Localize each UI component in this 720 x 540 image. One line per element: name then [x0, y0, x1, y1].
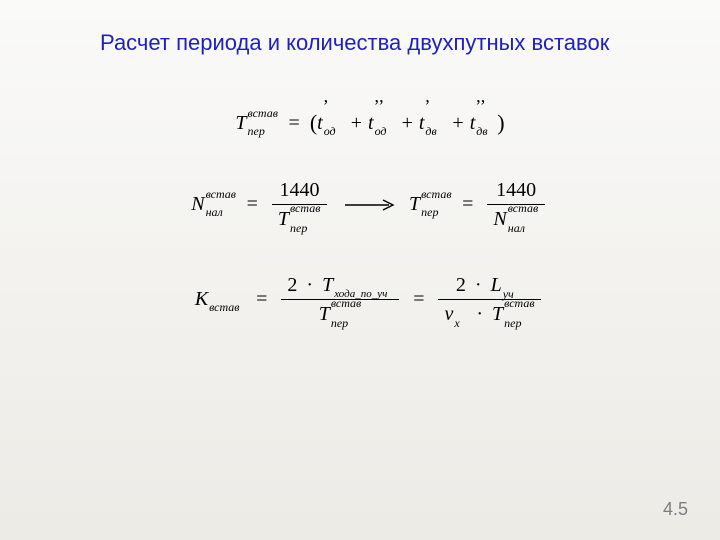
f1-t3-sub: дв [425, 124, 436, 139]
f3-den2-T: T встав пер [492, 302, 503, 326]
f3-den2-v-var: v [444, 303, 453, 325]
f2-frac1-den-var: T [278, 208, 289, 230]
f1-t3: t ’ дв [419, 112, 425, 135]
f3-eq-1: = [256, 288, 267, 311]
f1-plus-2: + [402, 112, 413, 135]
f2-frac1-den-sub: пер [290, 221, 307, 235]
f3-lhs-sub: встав [209, 300, 239, 315]
f1-t1-sub: од [324, 124, 336, 139]
f2-lhs-sub: нал [206, 205, 223, 220]
f2-frac2-den-sub: нал [508, 221, 525, 235]
f3-num2-var: L уч [491, 273, 502, 297]
f3-frac2-num: 2 · L уч [450, 273, 530, 297]
f3-den2-v-sub: x [454, 316, 459, 330]
f2-frac2-den-sup: встав [508, 201, 538, 215]
f2-frac2-num: 1440 [490, 178, 542, 202]
f3-frac1-den-sup: встав [331, 296, 361, 310]
f1-t1: t ’ од [317, 112, 323, 135]
f3-frac-2: 2 · L уч v x · T встав [438, 273, 541, 326]
f3-middot-1: · [306, 274, 313, 296]
formula-area: T встав пер = ( t ’ од + t ’’ од + t ’ д… [110, 110, 630, 368]
f3-num2-two: 2 [456, 274, 466, 296]
f3-num2-var-v: L [491, 274, 502, 296]
f2-frac1-den-sym: T встав пер [278, 207, 289, 231]
f1-t4-sub: дв [476, 124, 487, 139]
f1-plus-1: + [351, 112, 362, 135]
f3-den2-T-var: T [492, 303, 503, 325]
f2-rside-lhs: T встав пер [409, 193, 420, 216]
f2-rside-lhs-sub: пер [421, 205, 438, 220]
f1-lhs: T встав пер [235, 112, 246, 135]
f1-eq: = [289, 112, 300, 135]
f3-den2-v: v x [444, 302, 453, 326]
f1-t2-prime: ’’ [374, 96, 385, 117]
f3-frac1-den: T встав пер [313, 302, 368, 326]
arrow-icon [345, 198, 395, 212]
f2-rside-lhs-sup: встав [421, 187, 451, 202]
f1-t1-prime: ’ [323, 96, 329, 117]
f3-frac1-den-sym: T встав пер [319, 302, 330, 326]
f3-den2-T-sub: пер [504, 316, 521, 330]
f1-lhs-var: T [235, 112, 246, 134]
f3-eq-2: = [413, 288, 424, 311]
f2-frac1-den: T встав пер [272, 207, 327, 231]
f2-frac2-den-sym: N встав нал [493, 207, 506, 231]
f1-lhs-sup: встав [248, 106, 278, 121]
f1-t3-prime: ’ [424, 96, 430, 117]
f3-num1-two: 2 [287, 274, 297, 296]
f2-rside-lhs-var: T [409, 193, 420, 215]
page-number: 4.5 [663, 499, 688, 520]
f1-plus-3: + [452, 112, 463, 135]
f3-frac2-den: v x · T встав пер [438, 302, 541, 326]
f2-eq-2: = [462, 193, 473, 216]
f2-lhs: N встав нал [191, 193, 204, 216]
f2-lhs-var: N [191, 193, 204, 215]
f1-t2-sub: од [375, 124, 387, 139]
f3-frac1-den-sub: пер [331, 316, 348, 330]
formula-2: N встав нал = 1440 T встав пер [110, 178, 630, 231]
f1-t4-prime: ’’ [475, 96, 486, 117]
slide: Расчет периода и количества двухпутных в… [0, 0, 720, 540]
slide-title: Расчет периода и количества двухпутных в… [100, 30, 680, 56]
f3-lhs: К встав [195, 288, 208, 311]
f2-eq-1: = [247, 193, 258, 216]
f3-num1-var-v: T [322, 274, 333, 296]
f3-den2-T-sup: встав [504, 296, 534, 310]
f3-frac-1: 2 · T хода_по_уч T встав пер [281, 273, 399, 326]
f3-middot-2: · [475, 274, 482, 296]
f1-close: ) [497, 110, 504, 136]
f3-lhs-var: К [195, 288, 208, 310]
formula-3: К встав = 2 · T хода_по_уч T встав [110, 273, 630, 326]
f3-frac1-den-var: T [319, 303, 330, 325]
formula-1: T встав пер = ( t ’ од + t ’’ од + t ’ д… [110, 110, 630, 136]
f3-num1-var: T хода_по_уч [322, 273, 333, 297]
f1-t4: t ’’ дв [470, 112, 476, 135]
f2-frac-1: 1440 T встав пер [272, 178, 327, 231]
f2-frac1-num: 1440 [273, 178, 325, 202]
f1-open: ( [310, 110, 317, 136]
f2-frac-2: 1440 N встав нал [487, 178, 544, 231]
f3-middot-3: · [476, 303, 483, 325]
f2-lhs-sup: встав [206, 187, 236, 202]
f1-lhs-sub: пер [248, 124, 265, 139]
f3-frac1-num: 2 · T хода_по_уч [281, 273, 399, 297]
f1-t2: t ’’ од [368, 112, 374, 135]
f2-frac2-den-var: N [493, 208, 506, 230]
f2-frac1-den-sup: встав [290, 201, 320, 215]
f2-frac2-den: N встав нал [487, 207, 544, 231]
